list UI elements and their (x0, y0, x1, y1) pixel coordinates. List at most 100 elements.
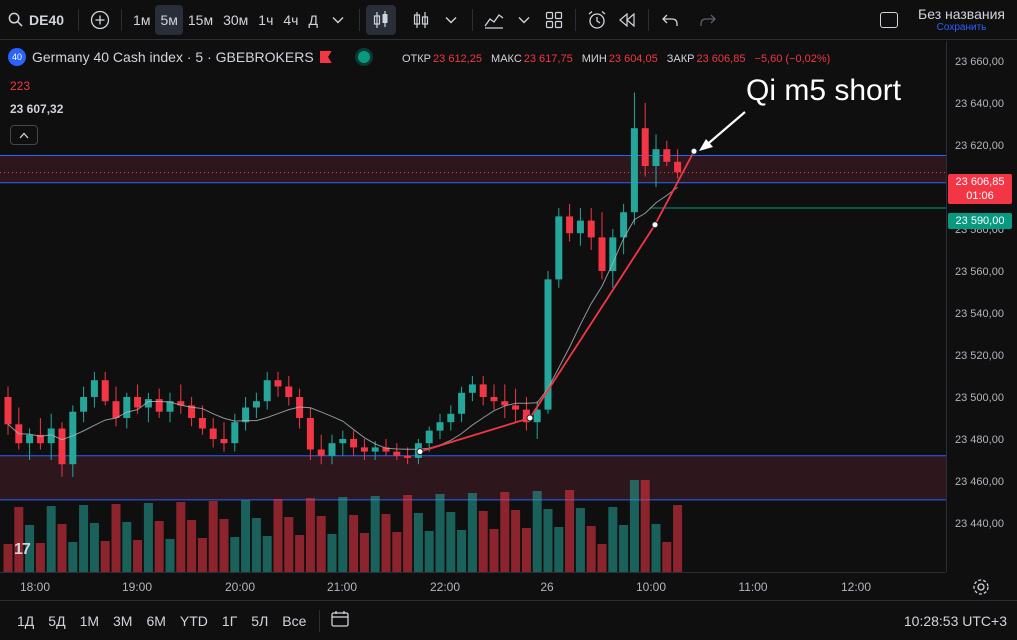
candle-body (393, 451, 401, 456)
candle-body (4, 397, 12, 425)
volume-bar (284, 517, 294, 572)
candle-body (544, 279, 552, 410)
divider (574, 8, 576, 31)
chart-pane[interactable] (0, 41, 946, 572)
volume-bar (532, 491, 542, 572)
alert-button[interactable] (582, 5, 612, 35)
price-tick-label: 23 500,00 (955, 392, 1004, 404)
candle-body (382, 447, 390, 452)
interval-5m-button[interactable]: 5м (155, 4, 183, 35)
flag-icon[interactable] (319, 51, 332, 63)
candle-body (134, 397, 142, 408)
volume-bar (489, 529, 499, 572)
range-5y-button[interactable]: 5Л (251, 612, 269, 629)
volume-bar (565, 490, 575, 572)
volume-bar (370, 496, 380, 572)
chart-annotation-text[interactable]: Qi m5 short (746, 74, 902, 107)
volume-value: 223 (10, 79, 31, 93)
volume-bar (424, 531, 434, 572)
chevron-down-icon (518, 16, 530, 23)
interval-dropdown-button[interactable] (323, 5, 353, 35)
redo-button[interactable] (693, 5, 723, 35)
interval-1m-button[interactable]: 1м (133, 11, 151, 28)
time-tick-label: 22:00 (430, 580, 460, 594)
time-axis[interactable]: 18:00 19:00 20:00 21:00 22:00 26 10:00 11:00 12:… (0, 572, 946, 600)
tradingview-logo[interactable]: 17 (14, 541, 31, 558)
symbol-title[interactable]: Germany 40 Cash index · 5 · GBEBROKERS (32, 49, 314, 65)
candle-body (177, 401, 185, 406)
axis-settings-button[interactable] (972, 578, 990, 596)
candle-body (274, 380, 282, 387)
volume-bar (338, 497, 348, 572)
candle-body (447, 413, 455, 423)
undo-button[interactable] (655, 5, 685, 35)
candle-body (630, 128, 638, 213)
divider (121, 8, 123, 31)
symbol-search-button[interactable]: DE40 (0, 5, 72, 35)
candle-body (598, 237, 606, 271)
layout-toggle-icon[interactable] (880, 12, 898, 28)
volume-bar (359, 533, 369, 572)
candle-body (90, 380, 98, 397)
volume-bar (165, 539, 175, 572)
layout-grid-button[interactable] (539, 5, 569, 35)
trend-drawing-line (419, 150, 695, 453)
candle-body (58, 428, 66, 465)
price-chart[interactable] (0, 41, 946, 572)
interval-1d-button[interactable]: Д (308, 11, 318, 28)
indicators-button[interactable] (406, 5, 436, 35)
interval-4h-button[interactable]: 4ч (283, 11, 299, 28)
range-all-button[interactable]: Все (282, 612, 307, 629)
candle-body (339, 439, 347, 444)
drawing-tools-button[interactable] (479, 5, 509, 35)
interval-30m-button[interactable]: 30м (223, 11, 249, 28)
interval-1h-button[interactable]: 1ч (258, 11, 274, 28)
top-toolbar: DE40 1м 5м 15м 30м 1ч 4ч Д (0, 0, 1017, 40)
market-status-icon[interactable] (357, 51, 370, 63)
candle-body (641, 128, 649, 166)
volume-bar (629, 480, 639, 572)
volume-bar (3, 544, 13, 572)
range-5d-button[interactable]: 5Д (48, 612, 66, 629)
volume-bar (651, 524, 661, 572)
price-tick-label: 23 660,00 (955, 56, 1004, 68)
clock-timezone[interactable]: 10:28:53 UTC+3 (903, 613, 1007, 629)
range-1d-button[interactable]: 1Д (17, 612, 35, 629)
drawing-dropdown-button[interactable] (509, 5, 539, 35)
price-tick-label: 23 440,00 (955, 518, 1004, 530)
volume-bar (619, 525, 629, 572)
range-3m-button[interactable]: 3М (113, 612, 133, 629)
layout-name-button[interactable]: Без названия Сохранить (918, 6, 1005, 33)
indicators-dropdown-button[interactable] (436, 5, 466, 35)
close-value: 23 606,85 (696, 53, 746, 65)
range-1m-button[interactable]: 1М (79, 612, 100, 629)
volume-bar (381, 514, 391, 572)
layout-save-label: Сохранить (936, 22, 987, 33)
collapse-legend-button[interactable] (10, 125, 38, 145)
candle-body (587, 220, 595, 238)
go-to-date-button[interactable] (330, 610, 350, 631)
low-value: 23 604,05 (608, 53, 658, 65)
volume-bar (208, 501, 218, 572)
time-tick-label: 10:00 (636, 580, 666, 594)
interval-15m-button[interactable]: 15м (187, 11, 214, 28)
candle-body (620, 212, 628, 238)
candle-body (166, 401, 174, 412)
range-ytd-button[interactable]: YTD (179, 612, 208, 629)
range-6m-button[interactable]: 6М (146, 612, 166, 629)
candle-body (80, 397, 88, 412)
time-tick-label: 26 (540, 580, 554, 594)
chart-type-button[interactable] (365, 4, 396, 35)
volume-bar (79, 505, 89, 572)
price-tick-label: 23 640,00 (955, 98, 1004, 110)
volume-bar (305, 498, 315, 572)
compare-button[interactable] (85, 5, 115, 35)
candle-body (36, 434, 44, 444)
time-tick-label: 12:00 (841, 580, 871, 594)
volume-bar (640, 480, 650, 572)
replay-button[interactable] (612, 5, 642, 35)
volume-bar (25, 525, 35, 572)
undo-icon (662, 14, 678, 26)
range-1y-button[interactable]: 1Г (221, 612, 238, 629)
